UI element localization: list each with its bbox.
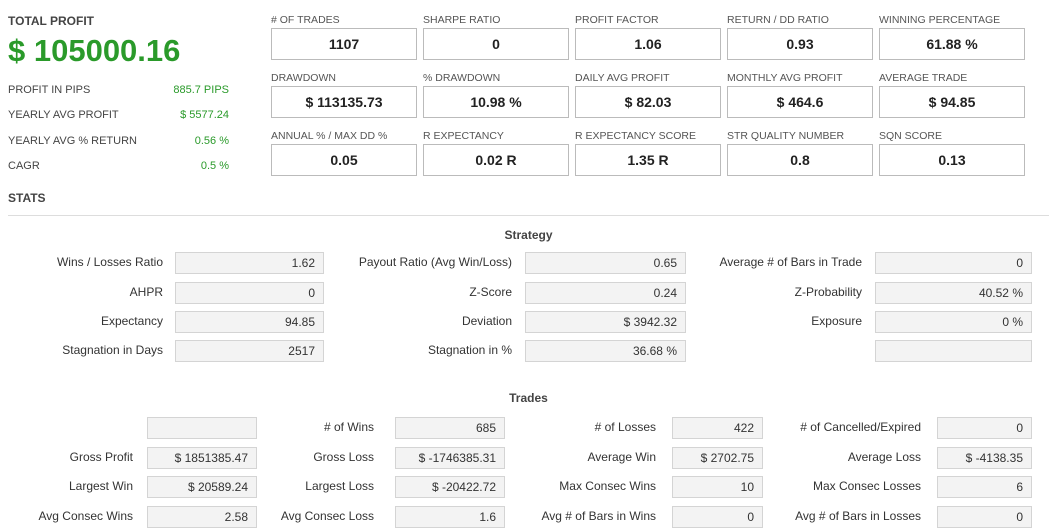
metric-value: $ 464.6 [727,86,873,118]
metric-value: 0.05 [271,144,417,176]
strategy-value: 0 % [875,311,1032,333]
strategy-value: 40.52 % [875,282,1032,304]
total-profit: $ 105000.16 [8,33,181,68]
summary-label: YEARLY AVG PROFIT [8,109,119,121]
trades-value: 0 [937,417,1032,439]
strategy-value: 0 [175,282,324,304]
trades-label: Avg Consec Loss [280,509,374,523]
trades-value: 6 [937,476,1032,498]
strategy-value: $ 3942.32 [525,311,686,333]
trades-value: $ 2702.75 [672,447,763,469]
strategy-label: Stagnation in Days [62,343,163,357]
summary-value: $ 5577.24 [180,109,229,121]
trades-label: Max Consec Losses [812,479,921,493]
metric-value: 61.88 % [879,28,1025,60]
trades-value: $ 20589.24 [147,476,257,498]
summary-value: 0.5 % [200,160,229,172]
strategy-label: Exposure [811,314,862,328]
metric-value: 10.98 % [423,86,569,118]
trades-value: $ -4138.35 [937,447,1032,469]
metric-value: 1.06 [575,28,721,60]
trades-value: $ 1851385.47 [147,447,257,469]
metric-label: R EXPECTANCY [423,130,504,142]
divider [8,215,1049,216]
stats-heading: STATS [8,191,46,205]
summary-value: 885.7 PIPS [173,84,229,96]
strategy-value: 36.68 % [525,340,686,362]
metric-label: PROFIT FACTOR [575,14,659,26]
strategy-label: Deviation [461,314,512,328]
metric-label: ANNUAL % / MAX DD % [271,130,388,142]
metric-value: 1.35 R [575,144,721,176]
metric-value: 0 [423,28,569,60]
metric-label: SQN SCORE [879,130,943,142]
trades-label: Largest Loss [305,479,374,493]
trades-label: Average Win [587,450,656,464]
strategy-label: Payout Ratio (Avg Win/Loss) [358,255,512,269]
strategy-value: 0.24 [525,282,686,304]
metric-label: STR QUALITY NUMBER [727,130,845,142]
trades-label: # of Losses [594,420,656,434]
strategy-label: Expectancy [100,314,163,328]
trades-label: Gross Profit [69,450,133,464]
trades-label: Average Loss [847,450,921,464]
trades-value: $ -1746385.31 [395,447,505,469]
trades-value [147,417,257,439]
strategy-label: Stagnation in % [427,343,512,357]
trades-label: Avg # of Bars in Losses [795,509,921,523]
metric-label: AVERAGE TRADE [879,72,968,84]
metric-label: RETURN / DD RATIO [727,14,829,26]
metric-label: SHARPE RATIO [423,14,501,26]
trades-label: Avg # of Bars in Wins [541,509,657,523]
metric-value: $ 94.85 [879,86,1025,118]
metric-value: $ 113135.73 [271,86,417,118]
metric-label: DRAWDOWN [271,72,336,84]
total-profit-title: TOTAL PROFIT [8,14,94,28]
strategy-value [875,340,1032,362]
metric-label: % DRAWDOWN [423,72,501,84]
metric-label: DAILY AVG PROFIT [575,72,670,84]
strategy-label: AHPR [129,285,163,299]
metric-value: 0.93 [727,28,873,60]
trades-value: 1.6 [395,506,505,528]
trades-label: Largest Win [68,479,133,493]
trades-value: 0 [937,506,1032,528]
strategy-label: Z-Score [469,285,512,299]
metric-label: WINNING PERCENTAGE [879,14,1001,26]
metric-value: 1107 [271,28,417,60]
metric-label: R EXPECTANCY SCORE [575,130,696,142]
trades-value: 0 [672,506,763,528]
summary-value: 0.56 % [194,135,229,147]
strategy-value: 2517 [175,340,324,362]
strategy-label: Wins / Losses Ratio [56,255,163,269]
metric-value: 0.13 [879,144,1025,176]
metric-label: # OF TRADES [271,14,340,26]
trades-value: $ -20422.72 [395,476,505,498]
trades-label: Avg Consec Wins [38,509,133,523]
strategy-title: Strategy [504,228,553,242]
trades-label: # of Wins [323,420,374,434]
trades-label: Max Consec Wins [559,479,656,493]
strategy-value: 1.62 [175,252,324,274]
strategy-value: 0 [875,252,1032,274]
strategy-label: Average # of Bars in Trade [719,255,862,269]
trades-value: 2.58 [147,506,257,528]
strategy-value: 94.85 [175,311,324,333]
metric-value: 0.8 [727,144,873,176]
metric-value: $ 82.03 [575,86,721,118]
trades-label: # of Cancelled/Expired [800,420,921,434]
strategy-label: Z-Probability [794,285,862,299]
metric-label: MONTHLY AVG PROFIT [727,72,843,84]
strategy-value: 0.65 [525,252,686,274]
metric-value: 0.02 R [423,144,569,176]
summary-label: YEARLY AVG % RETURN [8,135,137,147]
trades-title: Trades [509,391,548,405]
trades-label: Gross Loss [313,450,374,464]
summary-label: PROFIT IN PIPS [8,84,91,96]
trades-value: 422 [672,417,763,439]
trades-value: 685 [395,417,505,439]
trades-value: 10 [672,476,763,498]
summary-label: CAGR [8,160,40,172]
